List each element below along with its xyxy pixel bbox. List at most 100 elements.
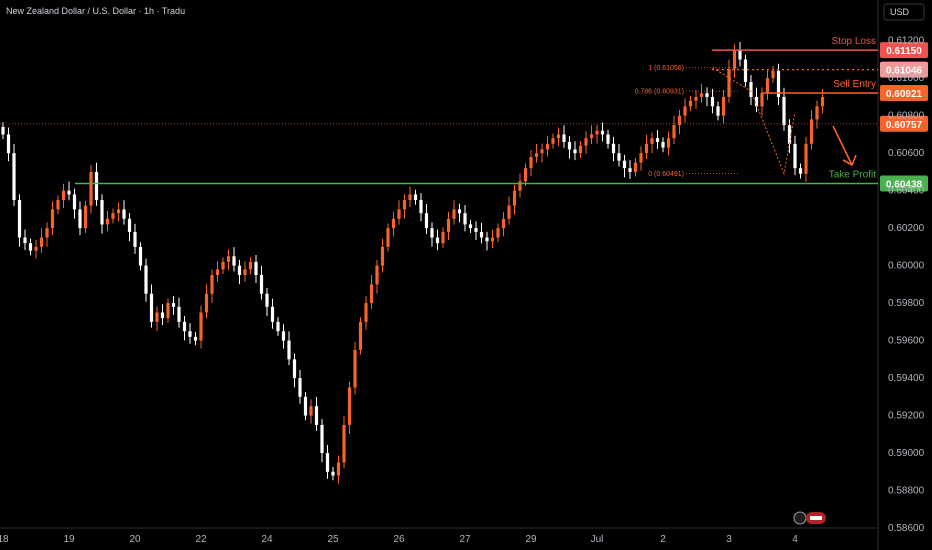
- chart-plot-area[interactable]: [0, 0, 879, 550]
- candle-body: [705, 93, 709, 97]
- candle-body: [688, 100, 693, 107]
- candle-body: [204, 293, 209, 313]
- candle-body: [661, 141, 665, 148]
- down-arrow-icon: [832, 125, 853, 166]
- y-tick-label: 0.60200: [888, 223, 925, 234]
- candle-body: [644, 143, 649, 154]
- candle-body: [534, 153, 539, 157]
- candle-body: [298, 378, 302, 397]
- y-tick-label: 0.61000: [888, 73, 925, 84]
- candle-body: [452, 209, 456, 219]
- candle-body: [672, 125, 676, 139]
- candle-body: [243, 269, 247, 275]
- candle-body: [188, 331, 192, 337]
- candle-body: [512, 190, 517, 206]
- candle-body: [265, 293, 269, 307]
- y-tick-label: 0.59400: [888, 373, 925, 384]
- candle-body: [650, 138, 654, 144]
- candle-body: [694, 96, 698, 101]
- candle-body: [276, 321, 280, 332]
- candle-body: [457, 209, 462, 214]
- candle-body: [820, 96, 825, 107]
- candle-body: [760, 93, 764, 107]
- currency-button[interactable]: USD: [883, 3, 925, 21]
- candle-body: [199, 312, 203, 341]
- candle-body: [600, 130, 605, 135]
- candle-body: [83, 205, 88, 229]
- candle-body: [34, 246, 38, 251]
- candle-body: [78, 209, 82, 229]
- x-tick-label: 3: [726, 534, 732, 545]
- chart-title: New Zealand Dollar / U.S. Dollar · 1h · …: [6, 6, 185, 16]
- x-tick-label: 29: [525, 534, 537, 545]
- level-name-label: Sell Entry: [833, 79, 876, 90]
- candle-body: [666, 138, 671, 148]
- candle-body: [408, 194, 412, 201]
- price-tag-text: 0.60438: [886, 180, 923, 191]
- y-tick-label: 0.59800: [888, 298, 925, 309]
- candle-body: [105, 218, 110, 225]
- candle-body: [782, 96, 786, 126]
- candle-body: [6, 134, 11, 154]
- y-tick-label: 0.59000: [888, 448, 925, 459]
- candle-body: [710, 96, 715, 107]
- candle-body: [804, 143, 808, 174]
- flag-icon[interactable]: [793, 511, 826, 525]
- candle-body: [89, 171, 93, 206]
- y-tick-label: 0.60600: [888, 148, 925, 159]
- candle-body: [331, 471, 335, 476]
- candle-body: [177, 306, 181, 322]
- candle-body: [413, 194, 418, 201]
- candle-body: [446, 218, 451, 232]
- candle-body: [584, 138, 588, 146]
- candle-body: [721, 96, 726, 116]
- candle-body: [347, 387, 352, 425]
- candle-body: [364, 303, 368, 322]
- candle-body: [94, 171, 99, 201]
- candle-body: [182, 321, 187, 332]
- candle-body: [232, 256, 236, 266]
- price-tag-text: 0.61046: [886, 66, 923, 77]
- candle-body: [111, 213, 115, 219]
- candle-body: [160, 312, 165, 319]
- candle-body: [683, 106, 687, 116]
- price-tag: [880, 61, 928, 78]
- candle-body: [210, 275, 214, 294]
- candle-body: [402, 200, 407, 210]
- candle-body: [155, 312, 159, 322]
- candle-body: [353, 349, 357, 388]
- candle-body: [45, 228, 49, 238]
- time-axis[interactable]: 18 19 20 22 24 25 26 27 29 Jul 2 3 4: [0, 534, 798, 545]
- y-tick-label: 0.59200: [888, 411, 925, 422]
- candle-body: [523, 168, 528, 182]
- y-tick-label: 0.61200: [888, 36, 925, 47]
- currency-label: USD: [890, 7, 910, 17]
- candle-body: [138, 246, 143, 266]
- candle-body: [17, 200, 22, 238]
- y-tick-label: 0.58600: [888, 523, 925, 534]
- candle-body: [358, 321, 363, 350]
- candle-body: [501, 218, 506, 229]
- candle-body: [771, 70, 775, 79]
- candle-body: [545, 143, 550, 150]
- x-tick-label: 25: [327, 534, 339, 545]
- candle-body: [342, 424, 346, 463]
- candle-body: [309, 406, 313, 416]
- candle-body: [556, 134, 561, 139]
- x-tick-label: 2: [660, 534, 666, 545]
- x-tick-label: 22: [195, 534, 207, 545]
- y-tick-label: 0.60400: [888, 186, 925, 197]
- fib-label: 0 (0.60491): [648, 171, 684, 178]
- x-tick-label: 27: [459, 534, 471, 545]
- candle-body: [287, 340, 291, 360]
- fib-swing-line: [712, 67, 796, 176]
- candle-body: [815, 106, 819, 120]
- candle-body: [738, 50, 742, 60]
- candle-body: [798, 168, 803, 174]
- candle-body: [50, 209, 55, 229]
- y-tick-label: 0.60800: [888, 111, 925, 122]
- price-axis[interactable]: 0.61200 0.61000 0.60800 0.60600 0.60400 0.602…: [888, 36, 925, 534]
- candle-body: [23, 237, 27, 244]
- candle-body: [463, 213, 467, 225]
